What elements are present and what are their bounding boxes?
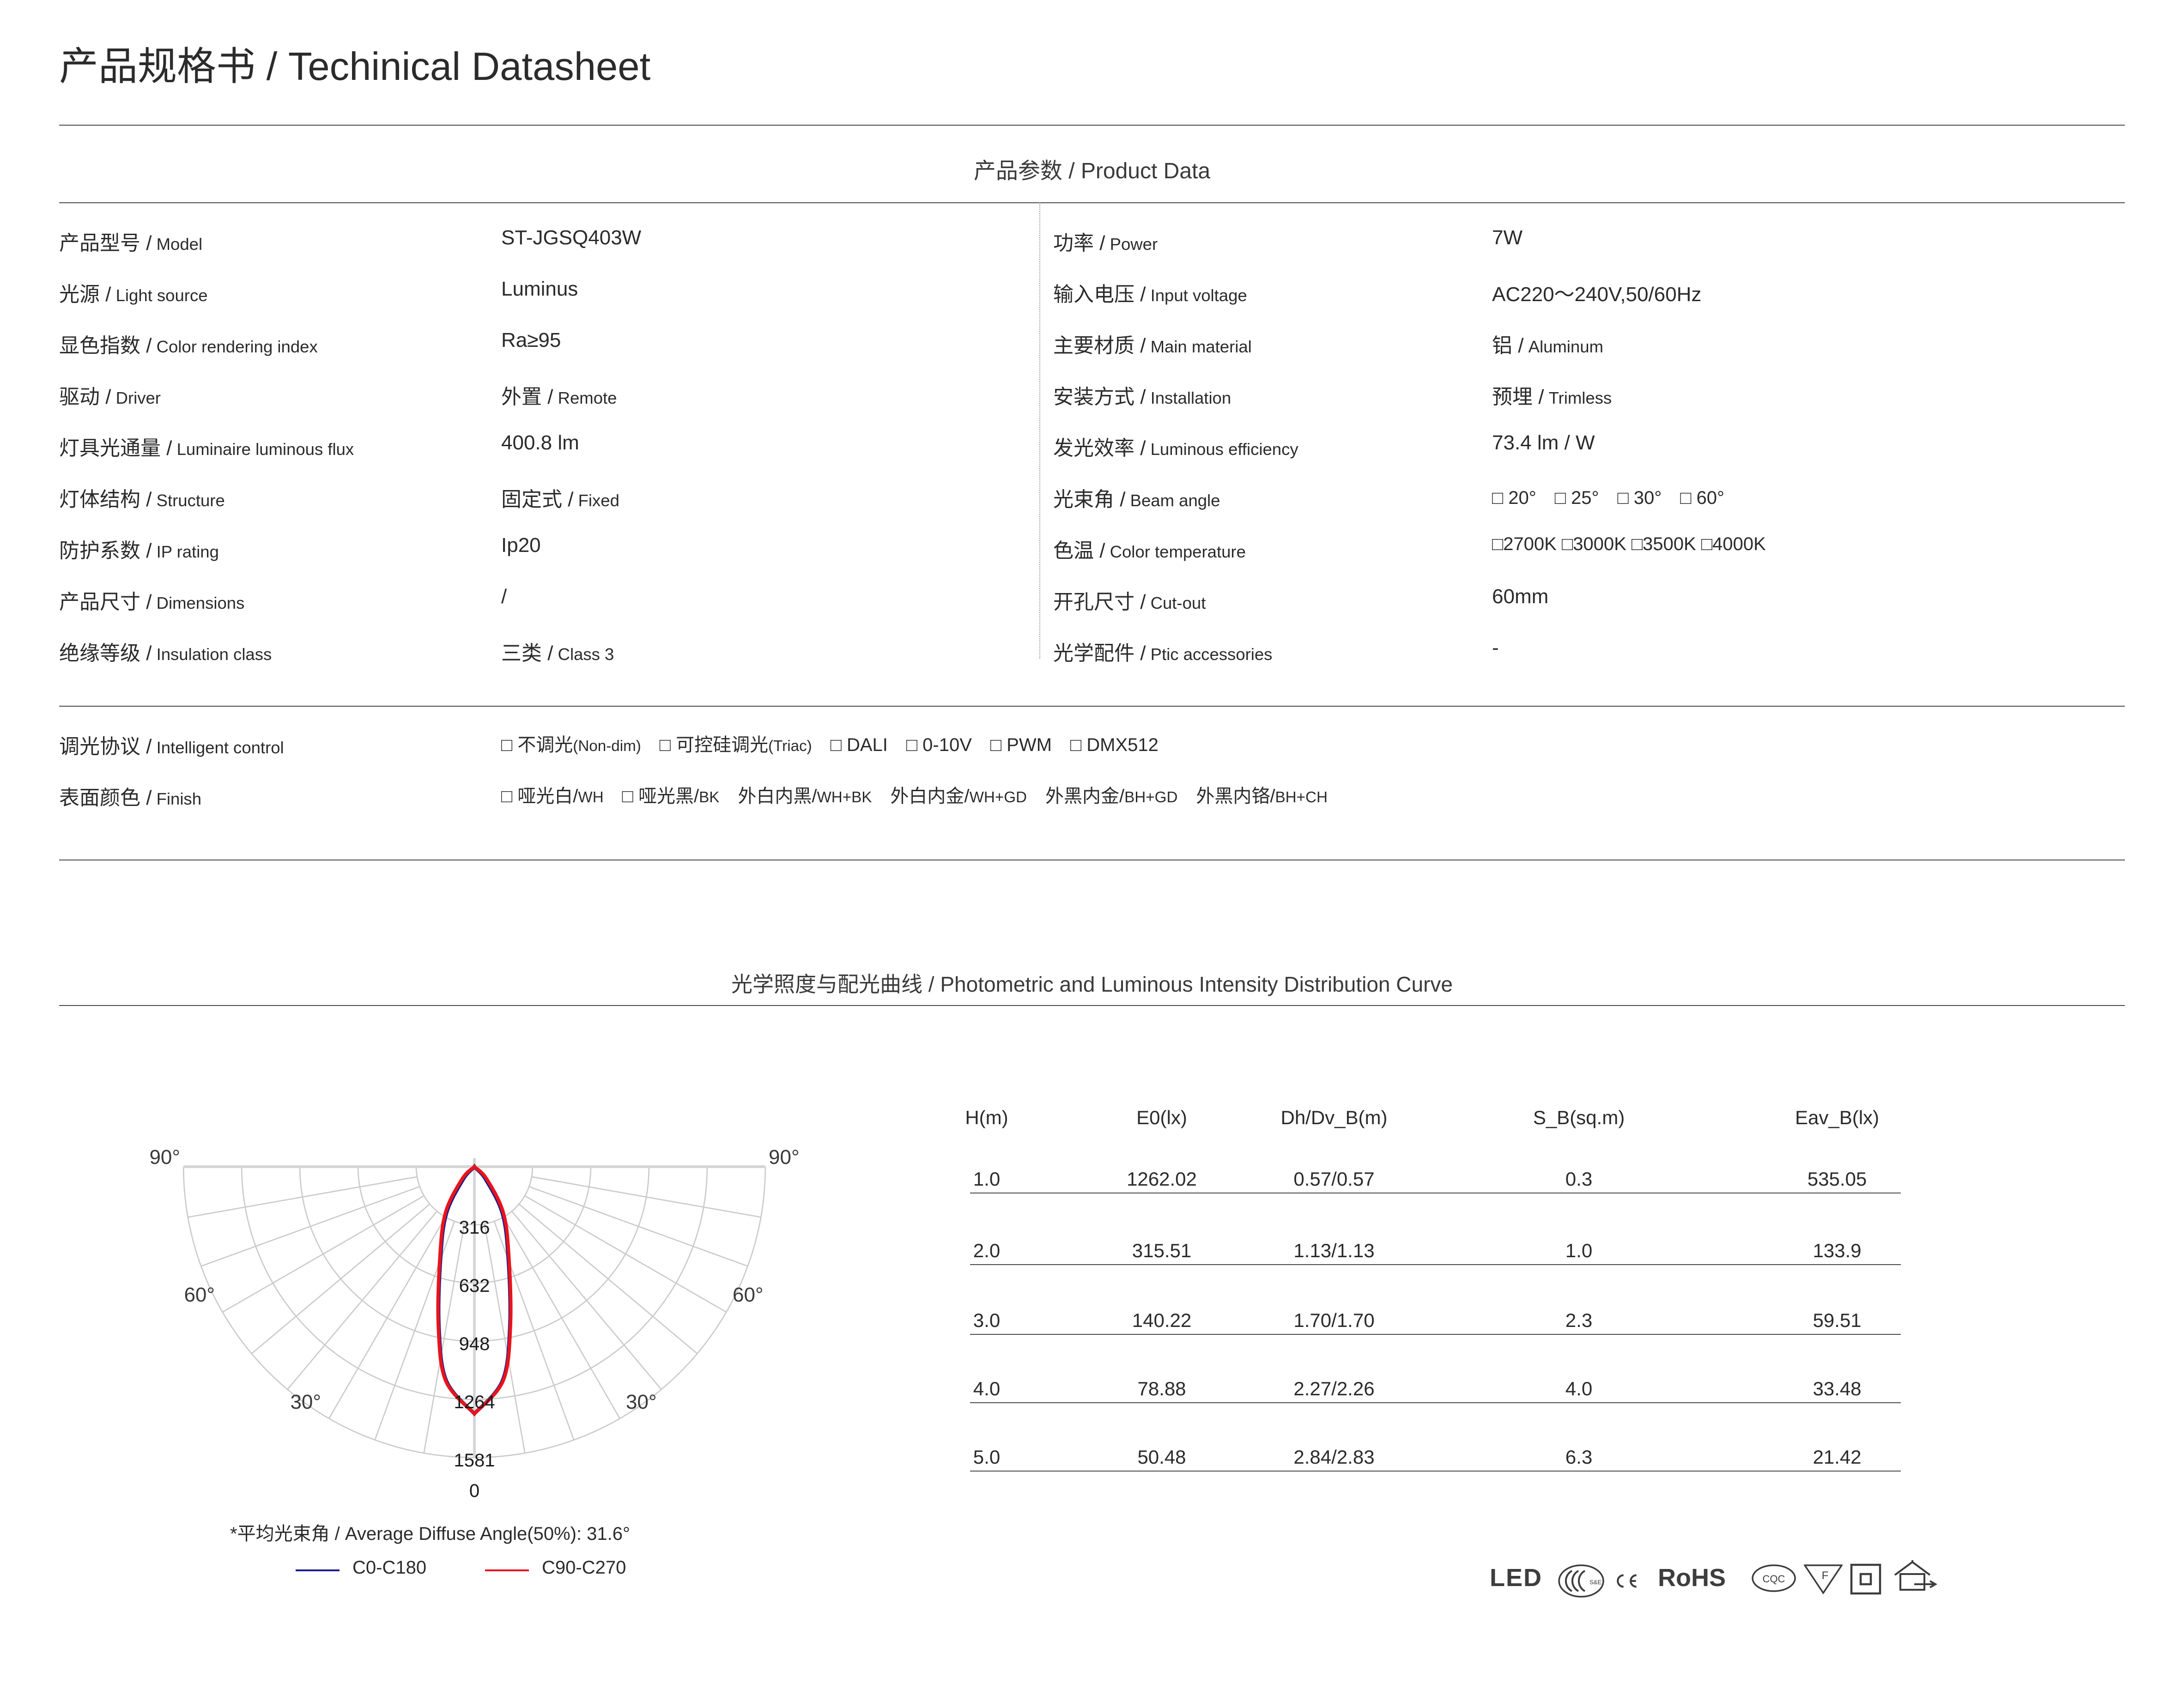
svg-text:F: F xyxy=(1822,1569,1829,1582)
svg-text:CQC: CQC xyxy=(1763,1573,1785,1585)
svg-text:S&E: S&E xyxy=(1589,1579,1602,1586)
